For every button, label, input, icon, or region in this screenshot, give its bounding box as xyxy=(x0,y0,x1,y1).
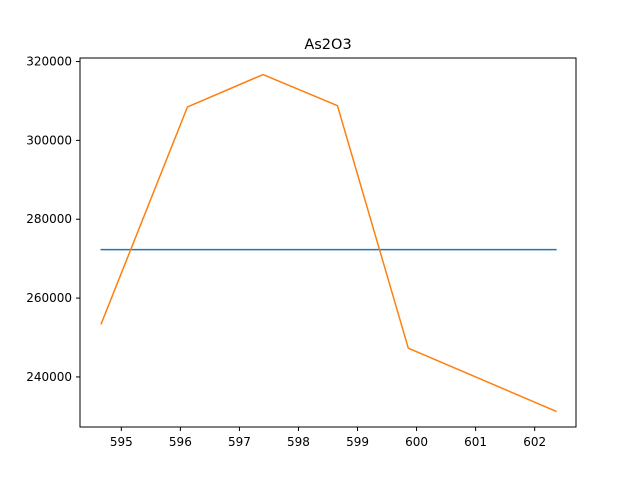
plot-background xyxy=(80,58,576,427)
x-axis: 595 596 597 598 599 600 601 602 xyxy=(110,427,546,449)
y-tick-label: 260000 xyxy=(26,291,72,305)
x-tick-label: 602 xyxy=(523,435,546,449)
x-tick-label: 598 xyxy=(287,435,310,449)
y-tick-label: 300000 xyxy=(26,133,72,147)
series-2-line xyxy=(100,73,557,413)
x-tick-label: 600 xyxy=(405,435,428,449)
x-tick-label: 597 xyxy=(228,435,251,449)
x-tick-label: 599 xyxy=(346,435,369,449)
y-tick-label: 280000 xyxy=(26,212,72,226)
y-axis: 240000 260000 280000 300000 320000 xyxy=(26,55,80,384)
series-layer xyxy=(100,73,557,413)
x-tick-label: 596 xyxy=(169,435,192,449)
y-tick-label: 240000 xyxy=(26,370,72,384)
x-tick-label: 601 xyxy=(464,435,487,449)
x-tick-label: 595 xyxy=(110,435,133,449)
plot-area xyxy=(79,57,577,428)
chart-title: As2O3 xyxy=(304,37,351,53)
y-tick-label: 320000 xyxy=(26,55,72,69)
plot-frame xyxy=(79,57,577,428)
